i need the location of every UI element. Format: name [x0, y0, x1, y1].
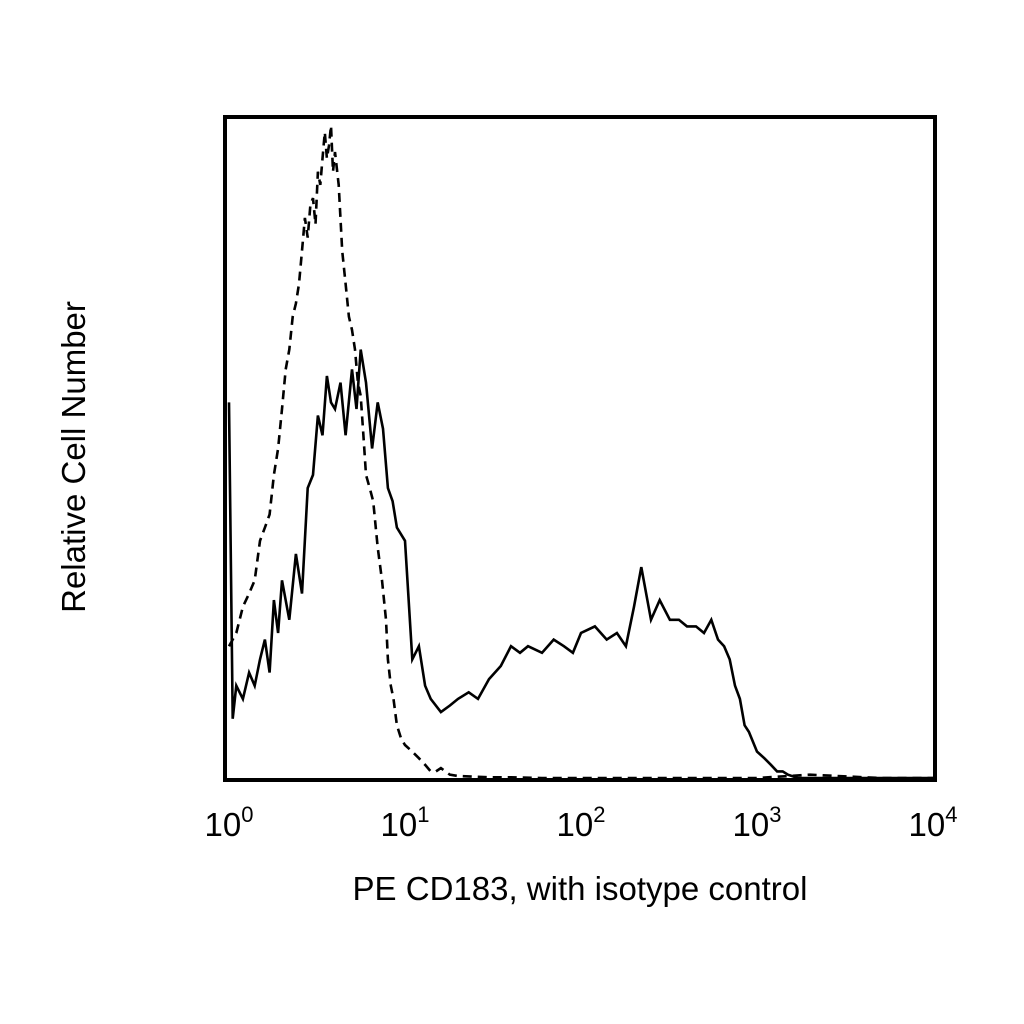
x-tick-label-1: 101 — [381, 802, 430, 843]
x-tick-layer: 100 101 102 103 104 — [205, 802, 958, 843]
x-tick-label-2: 102 — [557, 802, 606, 843]
y-axis-label: Relative Cell Number — [55, 301, 92, 613]
pe-cd183-line — [227, 349, 933, 780]
x-tick-label-3: 103 — [733, 802, 782, 843]
x-axis-label: PE CD183, with isotype control — [353, 870, 808, 907]
plot-frame — [223, 115, 937, 782]
x-tick-label-4: 104 — [909, 802, 958, 843]
series-layer — [227, 125, 933, 780]
x-tick-label-0: 100 — [205, 802, 254, 843]
isotype-control-line — [227, 125, 933, 780]
